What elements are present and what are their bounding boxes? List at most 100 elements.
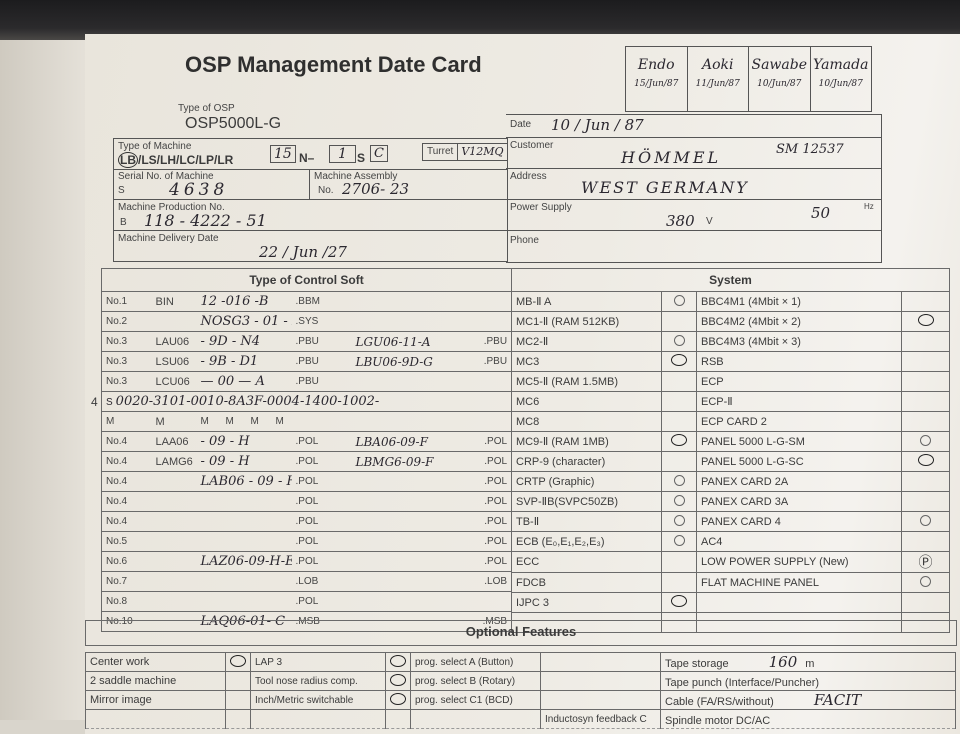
feature-c: prog. select B (Rotary): [410, 671, 541, 691]
system-right-p-mark: Ⓟ: [918, 554, 933, 570]
soft-value-2: [351, 531, 467, 552]
s-code-value: 0020-3101-0010-8A3F-0004-1400-1002-: [115, 394, 380, 409]
system-left-mark-cell: [661, 431, 697, 452]
power-supply-label: Power Supply: [510, 202, 572, 213]
osp-management-card: OSP Management Date Card Endo 15/Jun/87 Ao…: [85, 34, 960, 734]
soft-value: [196, 591, 292, 612]
feature-a: [85, 709, 226, 729]
feature-e-cell: Tape punch (Interface/Puncher): [660, 671, 956, 691]
phone-field: Phone: [506, 231, 881, 261]
system-item-left: MC2-Ⅱ: [511, 331, 662, 352]
system-left-mark-cell: [661, 351, 697, 372]
soft-prefix: BIN: [151, 291, 197, 312]
soft-value: [196, 511, 292, 532]
system-right-mark-cell: [900, 592, 951, 613]
signature-box: Endo 15/Jun/87 Aoki 11/Jun/87 Sawabe 10/Jun/8…: [625, 46, 872, 112]
system-left-circle-mark: [673, 474, 685, 486]
soft-extension-2: [466, 411, 513, 432]
feature-c: [410, 709, 541, 729]
soft-value-2: LGU06-11-A: [351, 331, 467, 352]
turret-box: Turret V12MQ: [422, 143, 508, 161]
system-right-mark-cell: [900, 291, 951, 312]
control-soft-title: Type of Control Soft: [100, 268, 513, 292]
row-number: No.4: [101, 471, 152, 492]
system-item-left: MC8: [511, 411, 662, 432]
system-row: MC3 RSB: [511, 351, 951, 372]
row-number: No.3: [101, 351, 152, 372]
voltage-unit: V: [706, 216, 713, 227]
soft-value: NOSG3 - 01 - F: [196, 311, 292, 332]
n-label: N–: [299, 151, 315, 165]
soft-value-2: [351, 551, 467, 572]
soft-extension-2: [466, 371, 513, 392]
system-row: IJPC 3: [511, 592, 951, 613]
production-value: 118 - 4222 - 51: [144, 211, 267, 230]
osp-type-value: OSP5000L-G: [185, 115, 282, 132]
feature-e: Tape storage: [665, 658, 729, 670]
system-right-mark-cell: [900, 511, 951, 532]
soft-prefix: [151, 311, 197, 332]
soft-extension: .POL: [291, 591, 352, 612]
optional-feature-row: 2 saddle machine Tool nose radius comp. pr…: [85, 671, 956, 691]
control-soft-row: No.8 .POL: [101, 591, 513, 612]
machine-type-options: LB/LS/LH/LC/LP/LR: [118, 152, 233, 168]
soft-extension-2: .POL: [466, 431, 513, 452]
system-item-right: PANEL 5000 L-G-SC: [696, 451, 902, 472]
signature-cell: Endo 15/Jun/87: [626, 47, 688, 111]
soft-extension: .POL: [291, 531, 352, 552]
machine-block: Type of Machine LB/LS/LH/LC/LP/LR 15 N– …: [113, 138, 508, 262]
system-left-circle-mark: [671, 595, 687, 607]
system-right-mark-cell: [900, 531, 951, 552]
system-item-right: PANEX CARD 3A: [696, 491, 902, 512]
system-item-right: PANEX CARD 4: [696, 511, 902, 532]
system-title: System: [510, 268, 951, 292]
production-label: Machine Production No.: [118, 202, 225, 213]
feature-b-circle-mark: [390, 673, 406, 686]
system-left-circle-mark: [673, 494, 685, 506]
soft-prefix: LAMG6: [151, 451, 197, 472]
soft-extension: .POL: [291, 551, 352, 572]
system-item-left: CRP-9 (character): [511, 451, 662, 472]
s-code-cell: S 0020-3101-0010-8A3F-0004-1400-1002-: [100, 391, 513, 412]
system-right-mark-cell: [900, 572, 951, 593]
control-soft-row: No.5 .POL .POL: [101, 531, 513, 552]
s-label: S: [357, 151, 366, 165]
customer-value: HÖMMEL: [621, 148, 722, 167]
machine-type-row: Type of Machine LB/LS/LH/LC/LP/LR 15 N– …: [114, 139, 508, 170]
feature-b-mark-cell: [385, 671, 411, 691]
system-left-mark-cell: [661, 311, 697, 332]
system-row: ECC LOW POWER SUPPLY (New) Ⓟ: [511, 551, 951, 573]
soft-value: - 09 - H: [196, 431, 292, 452]
system-left-circle-mark: [671, 354, 687, 366]
system-left-mark-cell: [661, 491, 697, 512]
row-number: No.4: [101, 431, 152, 452]
signature-date: 15/Jun/87: [634, 79, 679, 89]
serial-field: Serial No. of Machine S 4638: [114, 169, 310, 200]
feature-d: [540, 671, 661, 691]
row-number: No.10: [101, 611, 152, 632]
system-item-right: LOW POWER SUPPLY (New): [696, 551, 902, 573]
soft-value-2: [351, 611, 467, 632]
soft-extension: .SYS: [291, 311, 352, 332]
system-right-mark-cell: [900, 331, 951, 352]
system-item-left: ECB (E₀,E₁,E₂,E₃): [511, 531, 662, 552]
system-item-left: FDCB: [511, 572, 662, 593]
soft-extension-2: .POL: [466, 511, 513, 532]
system-item-right: PANEX CARD 2A: [696, 471, 902, 492]
system-left-circle-mark: [673, 334, 685, 346]
row-number: No.7: [101, 571, 152, 592]
row-number: No.4: [101, 451, 152, 472]
soft-extension: .BBM: [291, 291, 352, 312]
assembly-value: 2706- 23: [342, 180, 410, 198]
system-left-mark-cell: [661, 371, 697, 392]
soft-value-2: [351, 411, 467, 432]
feature-e-cell: Cable (FA/RS/without) FACIT: [660, 690, 956, 710]
system-item-right: ECP-Ⅱ: [696, 391, 902, 412]
margin-note: 4: [91, 395, 98, 409]
feature-b: LAP 3: [250, 652, 386, 672]
control-soft-table: Type of Control Soft No.1 BIN 12 -016 -B .B…: [100, 268, 513, 632]
soft-extension: .LOB: [291, 571, 352, 592]
system-item-right: ECP CARD 2: [696, 411, 902, 432]
date-label: Date: [510, 119, 532, 130]
system-row: CRP-9 (character) PANEL 5000 L-G-SC: [511, 451, 951, 472]
